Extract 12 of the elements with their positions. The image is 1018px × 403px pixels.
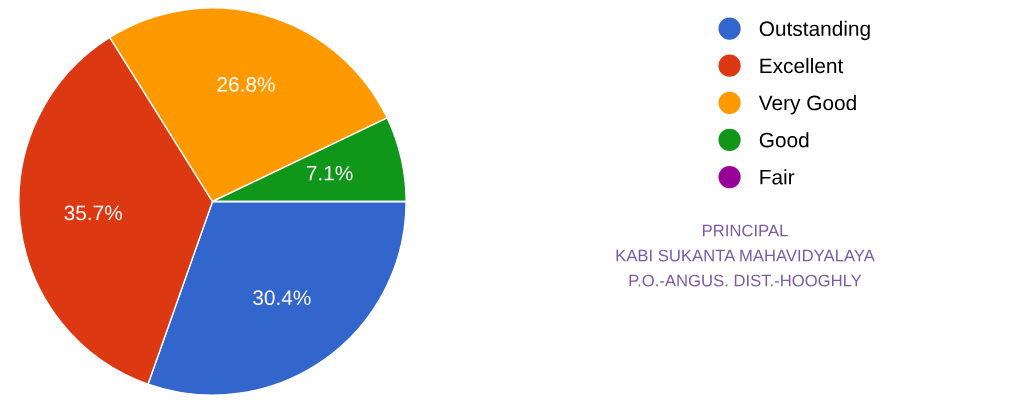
data-label: 30.4% [253,290,311,306]
legend-label: Very Good [758,95,856,115]
data-label: 26.8% [217,77,275,92]
legend-label: Excellent [760,57,844,74]
legend-label: Fair [760,169,795,185]
data-label: 35.7% [64,205,122,221]
data-label: 7.1% [306,165,353,181]
legend-label: Good [759,132,809,148]
text: KABI SUKANTA MAHAVIDYALAYA [616,249,875,262]
text: PRINCIPAL [702,224,788,237]
text: P.O.-ANGUS. DIST.-HOOGHLY [629,274,862,287]
legend-label: Outstanding [759,20,870,41]
